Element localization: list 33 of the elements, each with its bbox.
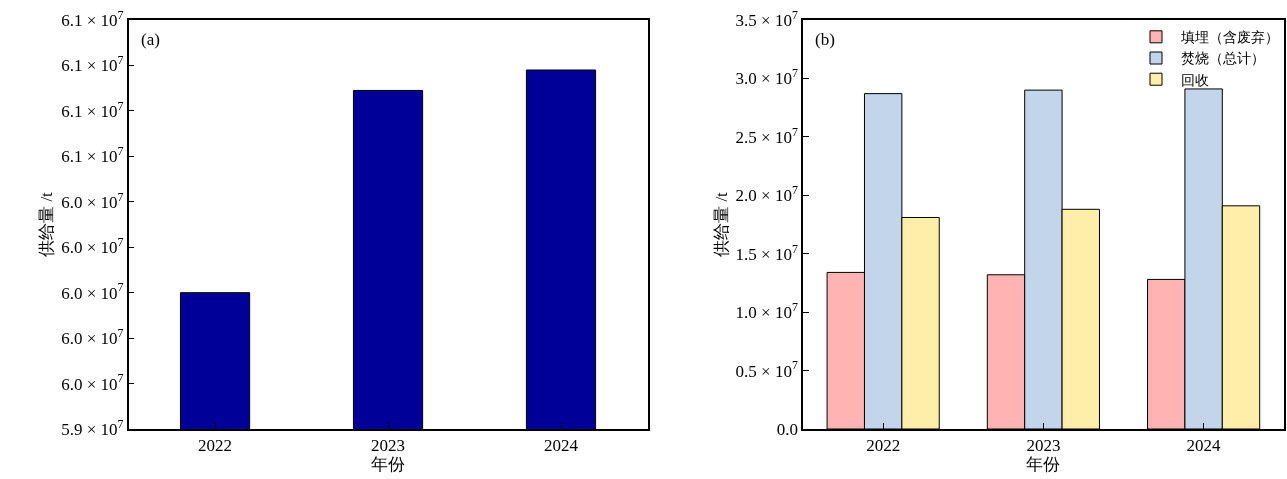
- y-tick-label: 6.0 × 10$^{7}$: [61, 371, 124, 394]
- x-tick-label: 2023: [371, 436, 406, 456]
- y-tick-label: 1.0 × 10$^{7}$: [735, 299, 798, 323]
- y-tick-label: 6.0 × 10$^{7}$: [61, 280, 124, 303]
- y-tick-label: 6.1 × 10$^{7}$: [61, 53, 124, 76]
- annotation: (b): [815, 30, 835, 49]
- x-axis-title: 年份: [371, 455, 406, 475]
- y-axis-title: 供给量 /t: [711, 191, 731, 257]
- x-tick-label: 2022: [198, 436, 233, 456]
- x-tick-label: 2024: [544, 436, 579, 456]
- y-tick-label: 0.5 × 10$^{7}$: [735, 358, 798, 381]
- y-tick-label: 0.0: [776, 419, 798, 439]
- legend-label: 焚烧（总计）: [1181, 51, 1265, 67]
- y-tick-label: 1.5 × 10$^{7}$: [735, 241, 798, 264]
- annotation: (a): [141, 30, 160, 49]
- x-tick-label: 2022: [866, 436, 901, 456]
- y-tick-label: 5.9 × 10$^{7}$: [61, 416, 124, 439]
- legend-label: 回收: [1181, 72, 1209, 88]
- x-axis-title: 年份: [1026, 455, 1061, 475]
- x-tick-label: 2024: [1186, 436, 1222, 456]
- y-tick-label: 6.1 × 10$^{7}$: [61, 98, 124, 121]
- y-tick-label: 2.5 × 10$^{7}$: [735, 124, 798, 147]
- y-tick-label: 6.1 × 10$^{7}$: [61, 144, 124, 167]
- y-tick-label: 6.0 × 10$^{7}$: [61, 325, 124, 349]
- y-tick-label: 6.0 × 10$^{7}$: [61, 189, 124, 212]
- y-tick-label: 3.5 × 10$^{7}$: [735, 7, 798, 30]
- x-tick-label: 2023: [1026, 436, 1061, 456]
- y-tick-label: 2.0 × 10$^{7}$: [735, 183, 798, 206]
- legend-label: 填埋（含废弃）: [1180, 30, 1279, 46]
- y-axis-title: 供给量 /t: [37, 191, 57, 257]
- y-tick-label: 6.1 × 10$^{7}$: [61, 7, 124, 30]
- y-tick-label: 6.0 × 10$^{7}$: [61, 235, 124, 258]
- y-tick-label: 3.0 × 10$^{7}$: [735, 66, 798, 89]
